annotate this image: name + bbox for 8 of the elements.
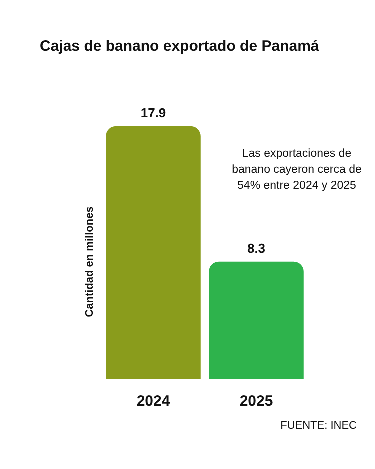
x-tick-label: 2024 <box>136 393 171 410</box>
data-label: 17.9 <box>140 105 166 120</box>
source-note: FUENTE: INEC <box>280 420 357 432</box>
data-label: 8.3 <box>247 240 266 256</box>
y-axis-title: Cantidad en millones <box>84 206 96 318</box>
x-tick-label: 2025 <box>240 393 274 410</box>
chart-title: Cajas de banano exportado de Panamá <box>40 38 320 55</box>
annotation: Las exportaciones de banano cayeron cerca de 54% entre 2024 y 2025 <box>231 147 363 194</box>
